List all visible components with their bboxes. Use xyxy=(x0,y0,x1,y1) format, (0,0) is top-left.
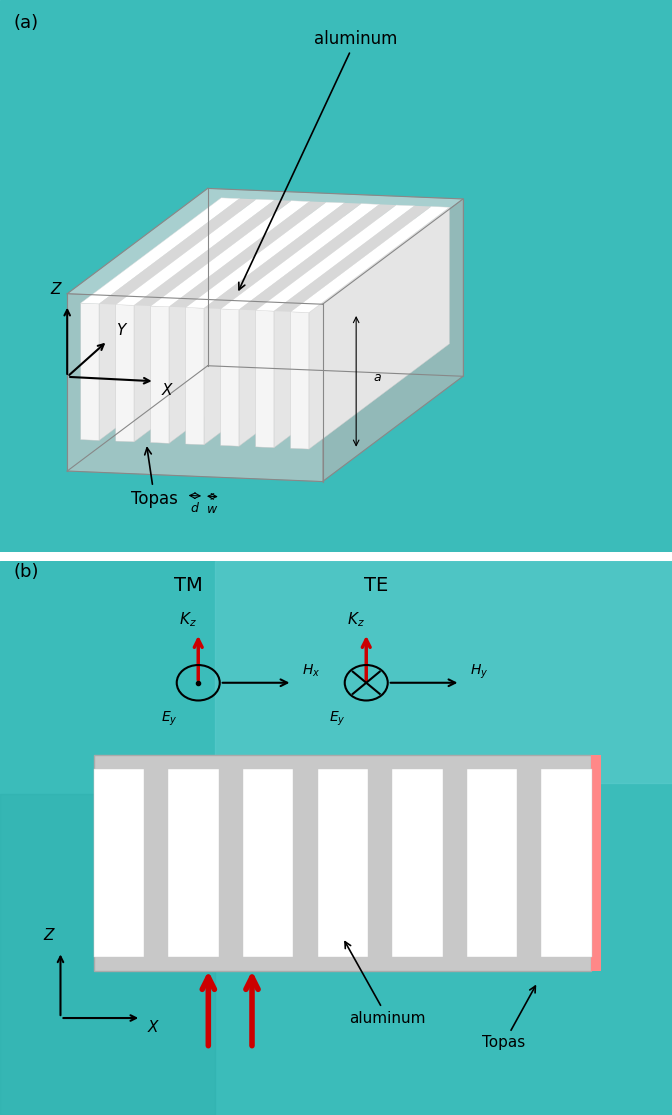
Bar xyxy=(392,768,442,957)
Bar xyxy=(591,755,601,971)
Polygon shape xyxy=(323,198,463,482)
Bar xyxy=(317,768,368,957)
Polygon shape xyxy=(255,205,415,311)
Bar xyxy=(94,768,144,957)
Polygon shape xyxy=(134,200,275,442)
Polygon shape xyxy=(309,207,450,449)
Bar xyxy=(243,768,293,957)
Bar xyxy=(215,561,672,783)
Polygon shape xyxy=(220,204,380,310)
Polygon shape xyxy=(116,200,275,306)
Polygon shape xyxy=(151,201,310,307)
Text: $d$: $d$ xyxy=(190,502,200,515)
Text: Z: Z xyxy=(44,929,54,943)
Polygon shape xyxy=(204,203,361,309)
Text: (b): (b) xyxy=(13,563,39,581)
Polygon shape xyxy=(239,204,396,310)
Polygon shape xyxy=(67,188,463,304)
Polygon shape xyxy=(255,310,274,447)
Polygon shape xyxy=(204,203,345,445)
Text: Topas: Topas xyxy=(131,448,178,507)
Bar xyxy=(541,768,591,957)
Bar xyxy=(466,768,517,957)
Polygon shape xyxy=(81,303,99,440)
Polygon shape xyxy=(274,206,431,312)
Text: $K_z$: $K_z$ xyxy=(179,611,197,629)
Text: Y: Y xyxy=(116,323,125,338)
Text: Z: Z xyxy=(50,282,61,297)
Polygon shape xyxy=(99,198,240,440)
Polygon shape xyxy=(185,202,345,308)
Text: (a): (a) xyxy=(13,13,38,31)
Bar xyxy=(94,755,591,971)
Text: $H_x$: $H_x$ xyxy=(302,662,321,679)
Text: X: X xyxy=(148,1020,159,1035)
Polygon shape xyxy=(274,206,415,447)
Text: Topas: Topas xyxy=(482,986,536,1050)
Polygon shape xyxy=(290,312,309,449)
Polygon shape xyxy=(81,197,240,304)
Polygon shape xyxy=(116,304,134,442)
Text: $w$: $w$ xyxy=(206,503,218,516)
Text: $a$: $a$ xyxy=(373,371,382,385)
Text: $E_y$: $E_y$ xyxy=(161,709,178,728)
Polygon shape xyxy=(169,202,326,308)
Polygon shape xyxy=(185,308,204,445)
Polygon shape xyxy=(99,198,256,304)
Polygon shape xyxy=(239,204,380,446)
Text: $K_z$: $K_z$ xyxy=(347,611,365,629)
Polygon shape xyxy=(220,309,239,446)
Text: TM: TM xyxy=(174,576,202,595)
Bar xyxy=(168,768,219,957)
Text: TE: TE xyxy=(364,576,388,595)
Polygon shape xyxy=(151,306,169,444)
Polygon shape xyxy=(134,200,291,306)
Text: aluminum: aluminum xyxy=(345,942,426,1026)
Text: $E_y$: $E_y$ xyxy=(329,709,346,728)
Text: $H_y$: $H_y$ xyxy=(470,662,489,681)
Bar xyxy=(0,794,215,1115)
Polygon shape xyxy=(290,206,450,312)
Text: X: X xyxy=(161,384,172,398)
Text: aluminum: aluminum xyxy=(239,30,398,290)
Polygon shape xyxy=(67,293,323,482)
Polygon shape xyxy=(169,202,310,444)
